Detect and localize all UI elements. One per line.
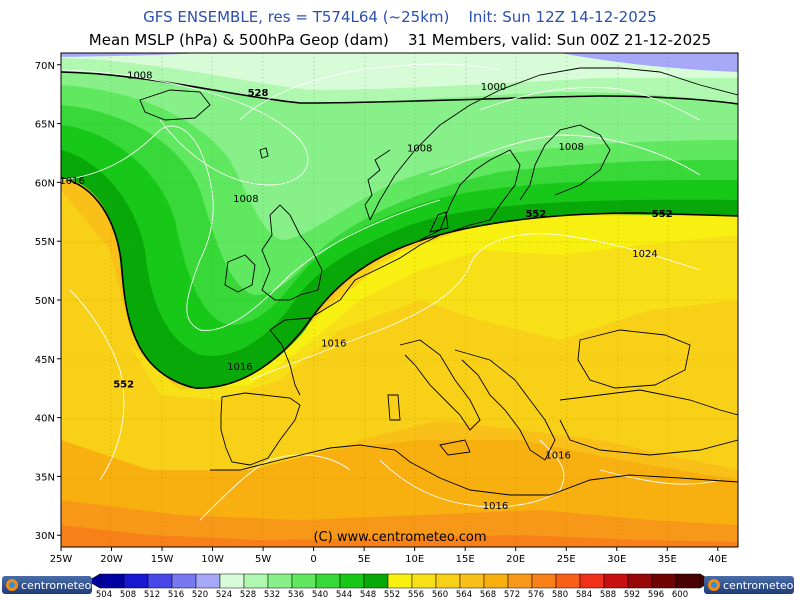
legend-swatch bbox=[387, 573, 413, 589]
legend-swatch bbox=[579, 573, 605, 589]
lon-tick-label: 15E bbox=[456, 554, 475, 565]
lat-tick-label: 50N bbox=[35, 296, 55, 307]
lat-tick-label: 55N bbox=[35, 237, 55, 248]
centrometeo-logo-left: centrometeo bbox=[2, 576, 92, 594]
legend-value-label: 548 bbox=[360, 590, 376, 600]
legend-value-label: 564 bbox=[456, 590, 472, 600]
legend-value-label: 544 bbox=[336, 590, 352, 600]
isobar-label: 1008 bbox=[559, 142, 584, 153]
legend-value-label: 512 bbox=[144, 590, 160, 600]
lon-tick-label: 35E bbox=[658, 554, 677, 565]
lon-tick-label: 40E bbox=[708, 554, 727, 565]
legend-value-label: 508 bbox=[120, 590, 136, 600]
legend-value-label: 568 bbox=[480, 590, 496, 600]
lat-tick-label: 45N bbox=[35, 355, 55, 366]
geopotential-label: 552 bbox=[652, 209, 673, 220]
legend-swatch bbox=[555, 573, 581, 589]
copyright-watermark: (C) www.centrometeo.com bbox=[313, 530, 486, 545]
legend-value-label: 540 bbox=[312, 590, 328, 600]
legend-swatch bbox=[147, 573, 173, 589]
legend-swatch bbox=[459, 573, 485, 589]
legend-swatch bbox=[531, 573, 557, 589]
legend-swatch bbox=[651, 573, 677, 589]
lon-tick-label: 10E bbox=[405, 554, 424, 565]
legend-swatch bbox=[675, 573, 701, 589]
legend-value-label: 596 bbox=[648, 590, 664, 600]
legend-value-label: 588 bbox=[600, 590, 616, 600]
isobar-label: 1016 bbox=[59, 176, 84, 187]
legend-swatch bbox=[123, 573, 149, 589]
contour-labels: 528 552 552 552 1008 1000 1008 1008 1016 1008 1024… bbox=[59, 70, 673, 512]
lon-tick-label: 20W bbox=[100, 554, 123, 565]
legend-swatch bbox=[219, 573, 245, 589]
legend-value-label: 572 bbox=[504, 590, 520, 600]
legend-value-label: 560 bbox=[432, 590, 448, 600]
geopotential-label: 528 bbox=[248, 88, 269, 99]
legend-swatch bbox=[411, 573, 437, 589]
legend-swatch bbox=[99, 573, 125, 589]
geopotential-label: 552 bbox=[113, 380, 134, 391]
legend-value-label: 556 bbox=[408, 590, 424, 600]
legend-value-label: 580 bbox=[552, 590, 568, 600]
legend-swatch bbox=[603, 573, 629, 589]
legend-value-label: 600 bbox=[672, 590, 688, 600]
map-axes: 25W 20W 15W 10W 5W 0 5E 10E 15E 20E 25E 30E 35E 40E 70… bbox=[35, 61, 728, 565]
geopotential-label: 552 bbox=[525, 209, 546, 220]
legend-swatch bbox=[339, 573, 365, 589]
isobar-label: 1016 bbox=[321, 339, 346, 350]
lon-tick-label: 25E bbox=[557, 554, 576, 565]
lat-tick-label: 65N bbox=[35, 120, 55, 131]
legend-value-label: 528 bbox=[240, 590, 256, 600]
map-subtitle: Mean MSLP (hPa) & 500hPa Geop (dam) 31 M… bbox=[88, 31, 712, 49]
legend-value-label: 524 bbox=[216, 590, 232, 600]
isobar-label: 1008 bbox=[127, 70, 152, 81]
legend-swatch bbox=[291, 573, 317, 589]
legend-value-label: 584 bbox=[576, 590, 592, 600]
isobar-label: 1008 bbox=[407, 143, 432, 154]
lat-tick-label: 70N bbox=[35, 61, 55, 72]
lon-tick-label: 25W bbox=[50, 554, 73, 565]
lon-tick-label: 20E bbox=[506, 554, 525, 565]
legend-swatch bbox=[195, 573, 221, 589]
legend-value-label: 536 bbox=[288, 590, 304, 600]
lon-tick-label: 5W bbox=[255, 554, 271, 565]
lon-tick-label: 10W bbox=[201, 554, 224, 565]
isobar-label: 1016 bbox=[227, 362, 252, 373]
legend-swatch bbox=[315, 573, 341, 589]
legend-value-label: 576 bbox=[528, 590, 544, 600]
centrometeo-logo-right: centrometeo bbox=[704, 576, 794, 594]
map-title: GFS ENSEMBLE, res = T574L64 (~25km) Init… bbox=[143, 8, 657, 26]
legend-value-label: 532 bbox=[264, 590, 280, 600]
legend-value-label: 516 bbox=[168, 590, 184, 600]
lat-tick-label: 30N bbox=[35, 531, 55, 542]
legend-swatch bbox=[363, 573, 389, 589]
lon-tick-label: 5E bbox=[358, 554, 371, 565]
legend-swatch bbox=[507, 573, 533, 589]
isobar-label: 1016 bbox=[545, 450, 570, 461]
legend-value-label: 520 bbox=[192, 590, 208, 600]
isobar-label: 1000 bbox=[481, 82, 506, 93]
isobar-label: 1008 bbox=[233, 194, 258, 205]
color-legend: 504 508 512 516 520 524 528 532 536 540 544 548 552 5… bbox=[87, 573, 713, 600]
lon-tick-label: 15W bbox=[151, 554, 174, 565]
legend-swatch bbox=[627, 573, 653, 589]
lat-tick-label: 40N bbox=[35, 414, 55, 425]
legend-swatch bbox=[243, 573, 269, 589]
legend-value-label: 504 bbox=[96, 590, 112, 600]
legend-value-label: 592 bbox=[624, 590, 640, 600]
legend-swatch bbox=[267, 573, 293, 589]
lon-tick-label: 0 bbox=[310, 554, 316, 565]
lon-tick-label: 30E bbox=[607, 554, 626, 565]
isobar-label: 1024 bbox=[632, 249, 657, 260]
map-field bbox=[61, 53, 738, 547]
legend-swatch bbox=[483, 573, 509, 589]
lat-tick-label: 35N bbox=[35, 472, 55, 483]
lat-tick-label: 60N bbox=[35, 178, 55, 189]
legend-value-label: 552 bbox=[384, 590, 400, 600]
legend-swatch bbox=[435, 573, 461, 589]
legend-swatch bbox=[171, 573, 197, 589]
isobar-label: 1016 bbox=[483, 501, 508, 512]
